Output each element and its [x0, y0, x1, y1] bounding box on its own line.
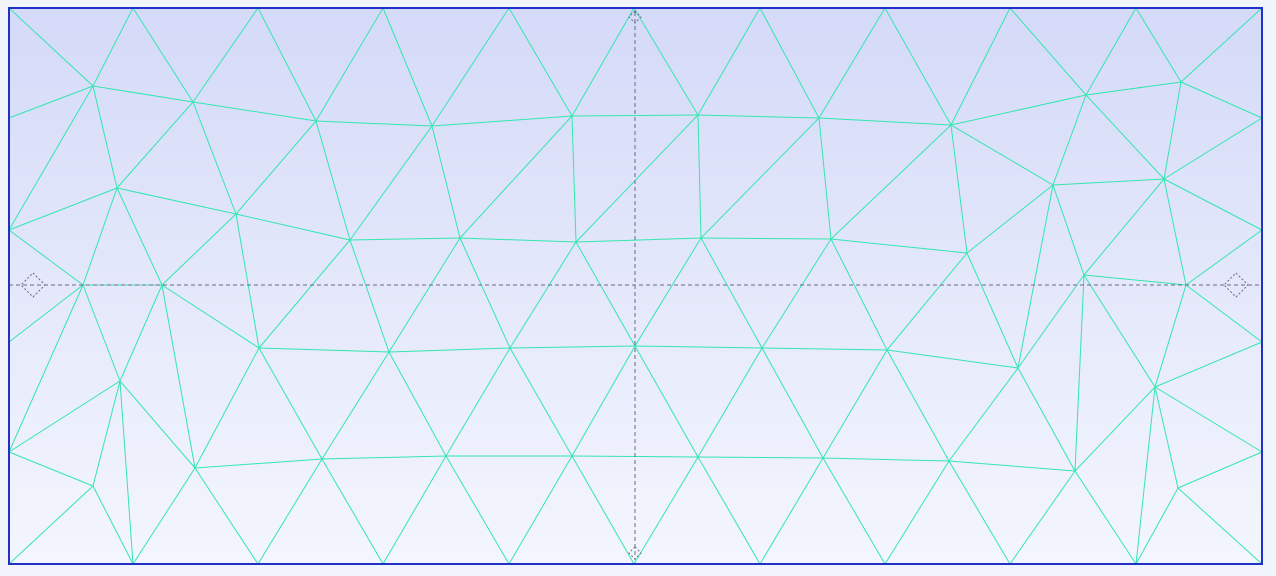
- mesh-viewport[interactable]: [0, 0, 1276, 576]
- mesh-canvas[interactable]: [0, 0, 1276, 576]
